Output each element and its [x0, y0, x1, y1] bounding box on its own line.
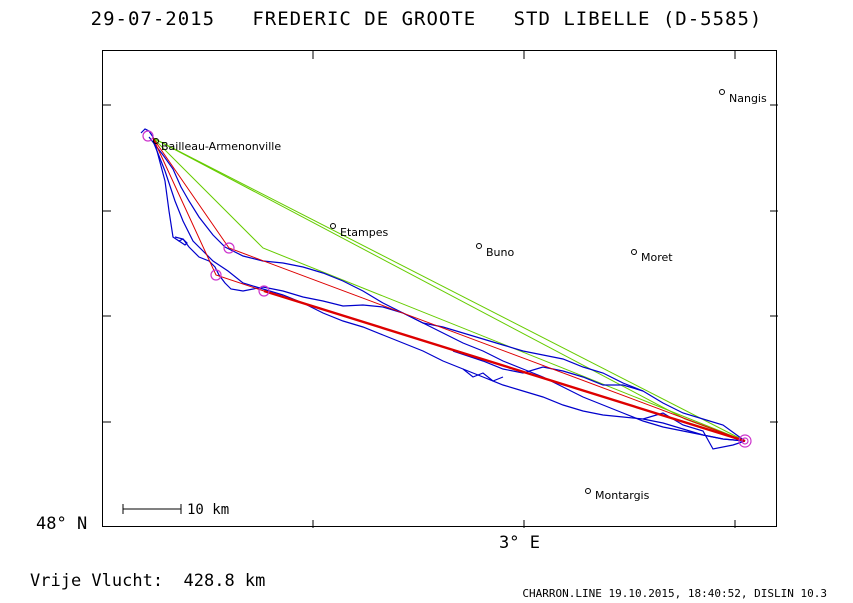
footer-credits: CHARRON.LINE 19.10.2015, 18:40:52, DISLI…: [522, 587, 827, 600]
title-pilot: FREDERIC DE GROOTE: [252, 8, 477, 30]
town-label-montargis: Montargis: [595, 489, 650, 502]
town-label-etampes: Etampes: [340, 226, 388, 239]
map-canvas: Nangis Bailleau-Armenonville Etampes Bun…: [103, 51, 778, 528]
town-nangis: Nangis: [719, 89, 767, 105]
town-label-moret: Moret: [641, 251, 673, 264]
task-legs: [152, 137, 746, 443]
axis-ticks: [103, 51, 778, 528]
turnpoint-end-inner: [741, 437, 749, 445]
flight-track: [140, 128, 746, 450]
turnpoint-1: [223, 242, 235, 254]
turnpoint-3: [258, 285, 270, 297]
turnpoint-end: [738, 434, 752, 448]
town-buno: Buno: [476, 243, 514, 259]
title-date: 29-07-2015: [90, 8, 216, 30]
town-bailleau-armenonville: Bailleau-Armenonville: [153, 138, 281, 153]
scale-bar: 10 km: [122, 502, 229, 518]
scale-bar-label: 10 km: [187, 502, 229, 518]
town-montargis: Montargis: [585, 488, 650, 502]
turnpoints: [142, 130, 752, 448]
longitude-label: 3° E: [499, 533, 540, 553]
alternative-legs: [152, 137, 746, 442]
latitude-label: 48° N: [36, 514, 88, 534]
turnpoint-start: [142, 130, 154, 142]
town-label-buno: Buno: [486, 246, 514, 259]
town-etampes: Etampes: [330, 223, 388, 239]
town-label-bailleau-armenonville: Bailleau-Armenonville: [161, 140, 281, 153]
title-glider: STD LIBELLE (D-5585): [513, 8, 763, 30]
town-label-nangis: Nangis: [729, 92, 767, 105]
flight-distance: Vrije Vlucht: 428.8 km: [30, 571, 266, 591]
town-moret: Moret: [631, 249, 673, 264]
towns: Nangis Bailleau-Armenonville Etampes Bun…: [153, 89, 767, 502]
map-frame: Nangis Bailleau-Armenonville Etampes Bun…: [102, 50, 778, 528]
turnpoint-2: [210, 269, 222, 281]
map-title: 29-07-2015 FREDERIC DE GROOTE STD LIBELL…: [0, 8, 853, 30]
